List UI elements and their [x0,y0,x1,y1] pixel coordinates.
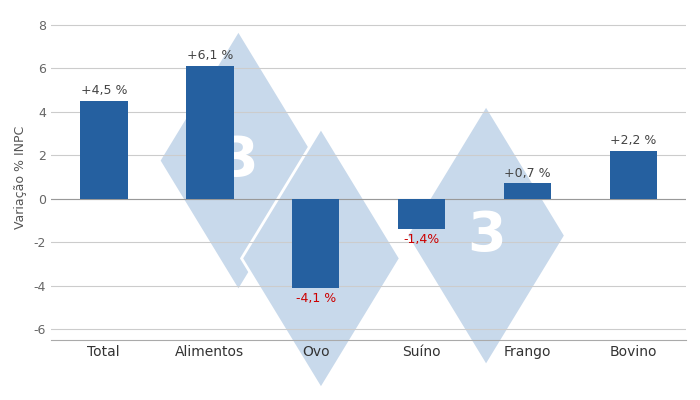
Text: +0,7 %: +0,7 % [504,166,551,180]
Bar [610,151,657,199]
Text: +4,5 %: +4,5 % [80,84,127,97]
Bar [398,199,445,229]
Text: 3: 3 [219,134,258,188]
Text: 3: 3 [467,208,505,262]
Polygon shape [241,128,400,389]
Text: 3: 3 [302,232,340,286]
Bar [80,101,127,199]
Text: -4,1 %: -4,1 % [295,292,336,305]
Y-axis label: Variação % INPC: Variação % INPC [14,125,27,228]
Text: +6,1 %: +6,1 % [186,49,233,62]
Bar [503,184,552,199]
Bar [186,66,234,199]
Text: +2,2 %: +2,2 % [610,134,657,147]
Text: -1,4%: -1,4% [403,233,440,246]
Bar [292,199,340,288]
Polygon shape [407,105,566,366]
Polygon shape [159,30,318,291]
